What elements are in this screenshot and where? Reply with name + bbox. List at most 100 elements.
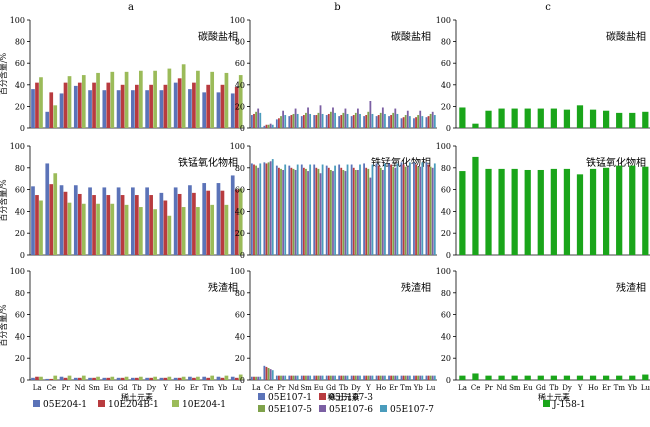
bar-05E107-3-Er — [390, 164, 393, 255]
bar-05E107-3-Dy — [352, 375, 355, 380]
bar-10E204B-1-Nd — [77, 193, 82, 255]
bar-05E107-1-Dy — [350, 164, 353, 255]
y-tick-label: 0 — [20, 376, 25, 385]
bar-05E107-1-Ce — [263, 365, 266, 380]
bar-05E107-7-Gd — [334, 165, 336, 255]
bar-10E204B-1-Lu — [234, 377, 239, 380]
bar-05E107-5-Ho — [379, 112, 382, 128]
bar-10E204B-1-Pr — [63, 82, 68, 128]
bar-05E204-1-Tb — [131, 187, 135, 255]
bar-05E107-1-Nd — [288, 116, 291, 128]
bar-05E107-5-Tm — [404, 166, 407, 255]
bar-05E107-1-Ce — [263, 162, 266, 255]
bar-05E107-7-Gd — [334, 375, 336, 380]
category-label-Gd: Gd — [326, 384, 337, 392]
bar-05E107-7-Er — [396, 163, 399, 255]
y-tick-label: 60 — [441, 59, 451, 68]
bar-10E204B-1-Y — [163, 200, 168, 255]
y-tick-label: 40 — [441, 81, 451, 90]
bar-05E107-3-Tm — [402, 164, 405, 255]
bar-10E204B-1-Ce — [49, 378, 54, 380]
bar-10E204-1-Dy — [153, 376, 157, 380]
bar-J-158-1-Yb — [629, 165, 636, 255]
legend-swatch — [258, 405, 265, 412]
bar-10E204-1-Yb — [224, 375, 229, 380]
bar-10E204-1-La — [39, 376, 43, 380]
category-label-Sm: Sm — [88, 384, 100, 392]
bar-05E204-1-Ce — [45, 163, 50, 255]
category-label-Gd: Gd — [118, 384, 129, 392]
bar-05E107-3-Yb — [415, 164, 417, 255]
bar-J-158-1-Lu — [642, 374, 649, 380]
bar-05E107-7-Eu — [321, 375, 324, 380]
bar-05E107-5-Eu — [317, 112, 320, 128]
category-label-Eu: Eu — [314, 384, 324, 392]
bar-10E204B-1-Er — [192, 192, 196, 255]
bar-05E107-3-Sm — [302, 167, 305, 255]
y-tick-label: 80 — [15, 164, 25, 173]
bar-05E204-1-Tb — [131, 377, 135, 380]
bar-05E107-6-Tb — [344, 171, 347, 255]
bar-10E204-1-Ho — [181, 207, 186, 255]
bar-05E107-3-Lu — [427, 375, 430, 380]
bar-05E107-7-Tb — [346, 113, 349, 128]
bar-J-158-1-Tb — [550, 375, 557, 380]
bar-05E107-5-Yb — [417, 375, 420, 380]
bar-05E107-6-Pr — [282, 375, 285, 380]
bar-05E107-7-Dy — [359, 375, 361, 380]
bar-05E204-1-Nd — [73, 85, 78, 128]
bar-05E107-5-Tm — [404, 115, 407, 128]
y-tick-label: 80 — [235, 164, 245, 173]
panel-title: 铁锰氧化物相 — [586, 156, 646, 169]
y-tick-label: 60 — [15, 186, 25, 195]
bar-05E107-6-Yb — [419, 110, 422, 128]
bar-05E107-6-Lu — [431, 111, 434, 128]
y-tick-label: 100 — [436, 16, 451, 25]
bar-10E204B-1-Yb — [220, 377, 225, 380]
bar-05E107-5-Yb — [417, 115, 420, 128]
bar-05E107-5-Nd — [292, 375, 295, 380]
bar-J-158-1-Tm — [616, 165, 623, 255]
bar-05E204-1-Nd — [73, 377, 78, 380]
bar-05E107-5-La — [255, 111, 257, 128]
bar-05E204-1-Sm — [88, 90, 92, 128]
y-tick-label: 0 — [446, 376, 451, 385]
bar-05E204-1-Lu — [230, 93, 235, 128]
bar-05E107-7-Nd — [296, 164, 299, 255]
bar-05E107-6-Nd — [294, 375, 297, 380]
y-tick-label: 80 — [235, 289, 245, 298]
legend-label: 05E204-1 — [43, 400, 87, 410]
bar-05E204-1-Sm — [88, 377, 92, 380]
y-tick-label: 60 — [441, 311, 451, 320]
bar-05E204-1-Y — [159, 90, 164, 128]
bar-10E204-1-Y — [167, 68, 172, 128]
bar-05E107-7-Tm — [408, 116, 411, 128]
bar-05E107-6-Lu — [431, 375, 434, 380]
y-tick-label: 20 — [235, 102, 245, 111]
bar-10E204-1-Y — [167, 376, 172, 380]
bar-10E204-1-Nd — [81, 203, 86, 255]
bar-05E204-1-Er — [188, 185, 192, 255]
y-tick-label: 20 — [15, 354, 25, 363]
bar-05E107-7-Gd — [334, 112, 336, 128]
bar-05E107-5-Y — [367, 375, 370, 380]
bar-J-158-1-Sm — [511, 108, 518, 128]
bar-05E107-3-Y — [365, 115, 368, 128]
bar-05E107-6-Sm — [307, 107, 309, 128]
y-tick-label: 100 — [10, 142, 25, 151]
bar-05E107-1-Lu — [425, 375, 428, 380]
bar-05E107-1-Yb — [413, 162, 415, 255]
bar-05E107-7-Er — [396, 375, 399, 380]
bar-10E204B-1-Tm — [206, 377, 211, 380]
bar-10E204-1-Er — [196, 376, 200, 380]
y-tick-label: 100 — [230, 142, 245, 151]
category-label-La: La — [458, 384, 467, 392]
legend-swatch — [543, 400, 550, 407]
bar-10E204-1-Nd — [81, 375, 86, 380]
bar-05E107-5-Nd — [292, 113, 295, 128]
bar-10E204-1-Ce — [53, 105, 58, 128]
bar-10E204B-1-Nd — [77, 82, 82, 128]
bar-J-158-1-Gd — [537, 108, 544, 128]
bar-05E107-5-Tb — [342, 169, 345, 255]
